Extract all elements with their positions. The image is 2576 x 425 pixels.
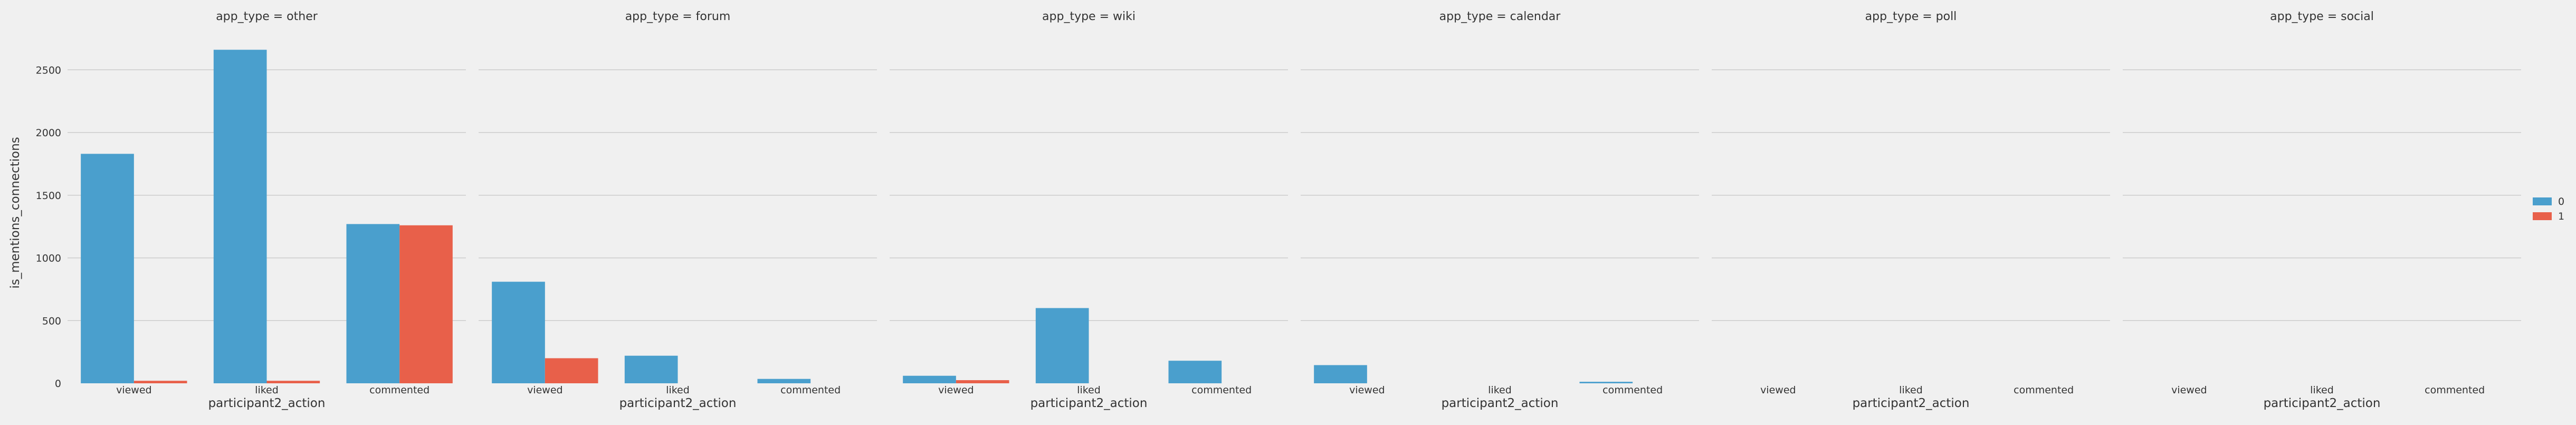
bar-calendar-viewed-series-0: [1314, 365, 1367, 383]
bar-forum-commented-series-0: [757, 379, 811, 383]
y-tick-label: 1500: [36, 190, 61, 202]
bar-other-commented-series-1: [399, 225, 453, 383]
x-tick-label: commented: [2014, 384, 2074, 396]
x-tick-label: liked: [1899, 384, 1923, 396]
facet-title: app_type = poll: [1865, 10, 1957, 23]
y-tick-label: 2000: [36, 127, 61, 139]
bar-other-commented-series-0: [346, 224, 400, 383]
x-axis-title: participant2_action: [1031, 396, 1148, 410]
x-axis-title: participant2_action: [2264, 396, 2381, 410]
bar-forum-viewed-series-0: [492, 281, 545, 383]
x-tick-label: liked: [666, 384, 690, 396]
x-tick-label: viewed: [938, 384, 974, 396]
x-tick-label: commented: [1602, 384, 1663, 396]
x-tick-label: viewed: [1760, 384, 1796, 396]
x-tick-label: commented: [2425, 384, 2485, 396]
bar-other-viewed-series-1: [133, 381, 187, 383]
bar-other-liked-series-1: [266, 381, 320, 383]
facet-title: app_type = social: [2270, 10, 2374, 23]
y-tick-label: 0: [55, 378, 61, 390]
x-tick-label: liked: [1488, 384, 1512, 396]
x-tick-label: commented: [780, 384, 841, 396]
bar-wiki-viewed-series-0: [903, 375, 956, 383]
legend-swatch-0: [2533, 197, 2552, 205]
bar-forum-viewed-series-1: [545, 358, 598, 383]
bar-other-liked-series-0: [213, 50, 267, 383]
x-axis-title: participant2_action: [1853, 396, 1970, 410]
x-tick-label: viewed: [527, 384, 563, 396]
legend-label-0: 0: [2558, 196, 2564, 207]
bar-wiki-liked-series-0: [1035, 308, 1089, 383]
bar-other-viewed-series-0: [81, 154, 134, 383]
y-tick-label: 1000: [36, 253, 61, 265]
x-tick-label: liked: [255, 384, 279, 396]
x-tick-label: viewed: [116, 384, 152, 396]
x-tick-label: liked: [2310, 384, 2334, 396]
bar-calendar-commented-series-0: [1579, 382, 1633, 383]
y-axis-title: is_mentions_connections: [8, 137, 22, 288]
x-axis-title: participant2_action: [208, 396, 326, 410]
x-tick-label: liked: [1077, 384, 1101, 396]
facet-title: app_type = other: [216, 10, 318, 23]
facet-title: app_type = calendar: [1439, 10, 1561, 23]
y-tick-label: 500: [42, 315, 61, 327]
bar-wiki-commented-series-0: [1168, 361, 1222, 383]
bar-wiki-viewed-series-1: [956, 380, 1009, 383]
legend-swatch-1: [2533, 212, 2552, 220]
x-axis-title: participant2_action: [1442, 396, 1559, 410]
x-tick-label: commented: [369, 384, 430, 396]
y-tick-label: 2500: [36, 64, 61, 76]
bar-forum-liked-series-0: [624, 355, 678, 383]
legend-label-1: 1: [2558, 211, 2564, 222]
x-tick-label: commented: [1191, 384, 1252, 396]
x-axis-title: participant2_action: [619, 396, 737, 410]
facet-title: app_type = wiki: [1042, 10, 1136, 23]
x-tick-label: viewed: [1349, 384, 1385, 396]
x-tick-label: viewed: [2171, 384, 2207, 396]
facet-title: app_type = forum: [625, 10, 731, 23]
